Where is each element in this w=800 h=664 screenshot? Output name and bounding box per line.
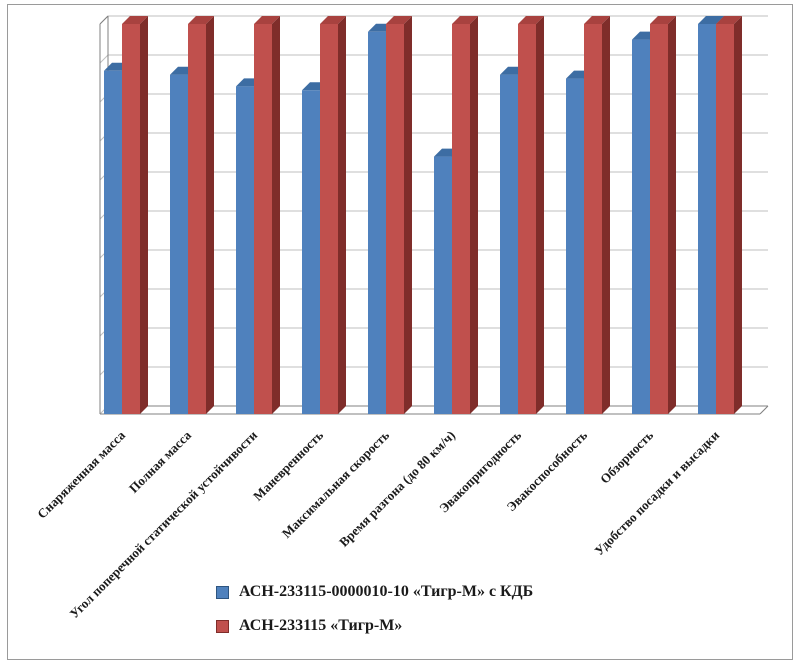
- bar-series2-cat6: [452, 16, 478, 414]
- x-axis-label: Удобство посадки и высадки: [591, 427, 722, 558]
- bar-series2-cat5: [386, 16, 412, 414]
- bar-series2-cat7: [518, 16, 544, 414]
- gridline-depth-tick: [99, 54, 109, 64]
- x-axis-label: Снаряженная масса: [34, 427, 128, 521]
- wall-top-edge: [99, 15, 109, 25]
- bar-series2-cat2: [188, 16, 214, 414]
- legend-swatch-red: [216, 619, 229, 633]
- x-axis-label: Максимальная скорость: [279, 427, 392, 540]
- bar-series2-cat10: [716, 16, 742, 414]
- chart-legend: АСН-233115-0000010-10 «Тигр-М» с КДБ АСН…: [216, 583, 533, 635]
- x-axis-label: Полная масса: [126, 427, 195, 496]
- legend-label-series-2: АСН-233115 «Тигр-М»: [239, 617, 403, 634]
- bar-series2-cat3: [254, 16, 280, 414]
- bar-series2-cat8: [584, 16, 610, 414]
- bar-series2-cat9: [650, 16, 676, 414]
- bar-series2-cat4: [320, 16, 346, 414]
- legend-label-series-1: АСН-233115-0000010-10 «Тигр-М» с КДБ: [239, 583, 534, 600]
- bar-series2-cat1: [122, 16, 148, 414]
- floor-right-edge: [759, 405, 769, 415]
- x-axis-label: Маневренность: [250, 427, 326, 503]
- legend-item-series-2: АСН-233115 «Тигр-М»: [216, 617, 533, 635]
- x-axis-label: Обзорность: [597, 427, 656, 486]
- legend-swatch-blue: [216, 585, 229, 599]
- legend-item-series-1: АСН-233115-0000010-10 «Тигр-М» с КДБ: [216, 583, 533, 601]
- x-axis-label: Время разгона (до 80 км/ч): [336, 428, 458, 550]
